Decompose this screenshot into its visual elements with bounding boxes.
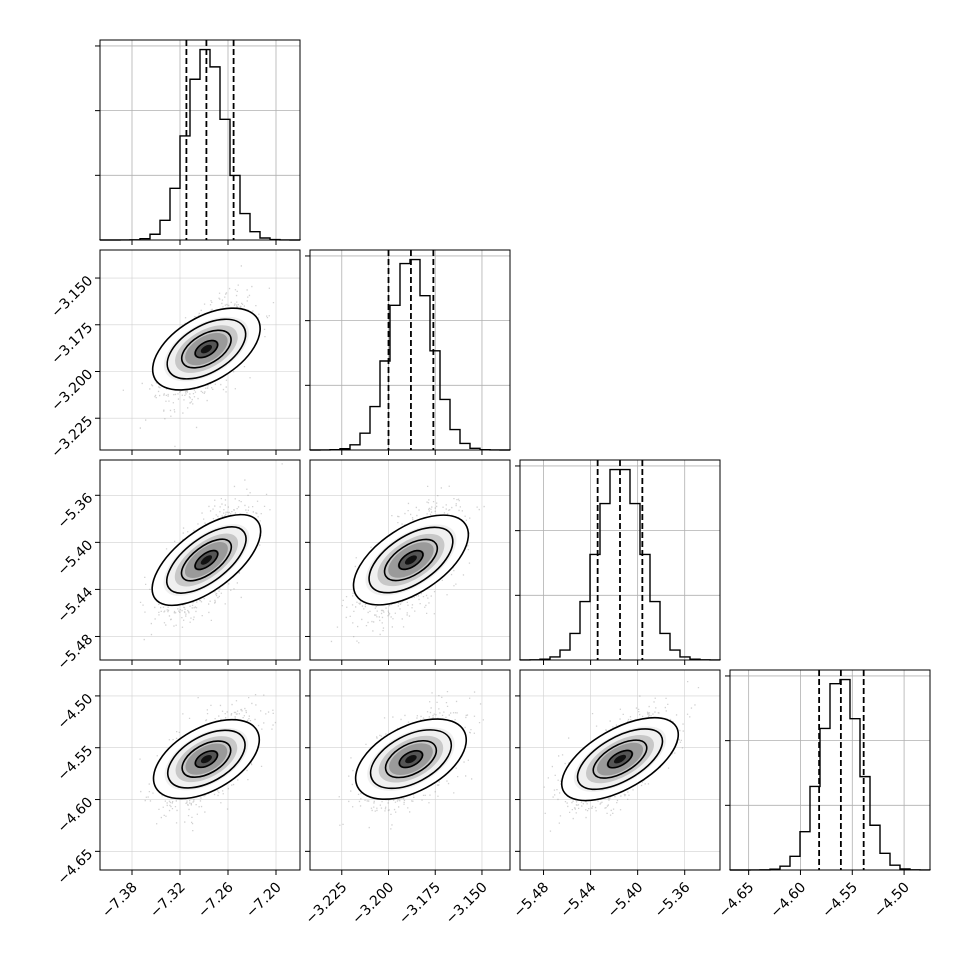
x-tick-label-2-1: −5.44: [558, 879, 600, 921]
x-tick-label-3-1: −4.60: [768, 879, 810, 921]
contour-1-0-2: [180, 329, 232, 369]
contour-3-2-0: [560, 716, 680, 802]
panel-frame-3-0: [99, 669, 301, 871]
x-tick-label-2-2: −5.40: [605, 879, 647, 921]
contour-1-0-1: [166, 318, 247, 380]
contour-3-1-3: [398, 749, 424, 769]
contour-2-0-0: [151, 513, 262, 607]
contour-1-0-3: [194, 339, 219, 359]
x-tick-label-0-0: −7.38: [99, 879, 141, 921]
histogram-1: [309, 258, 511, 451]
density-level-2-1-5: [404, 555, 417, 565]
density-level-3-0-5: [200, 755, 212, 764]
x-tick-label-2-3: −5.36: [652, 879, 694, 921]
x-tick-label-1-0: −3.225: [303, 879, 351, 927]
x-tick-label-2-0: −5.48: [511, 879, 553, 921]
contour-3-1-2: [384, 739, 438, 779]
contour-2-1-2: [383, 538, 439, 582]
y-tick-label-2-2: −5.40: [55, 537, 97, 579]
panel-3-2: [515, 669, 721, 875]
contour-2-1-3: [398, 549, 424, 571]
panel-2-0: [95, 459, 301, 665]
panel-3-0: [95, 669, 301, 875]
panel-content-3-1: [310, 670, 510, 870]
contour-3-0-1: [167, 729, 246, 789]
panel-frame-2-0: [99, 459, 301, 661]
panel-content-1-0: [100, 250, 300, 450]
x-tick-label-3-0: −4.65: [716, 879, 758, 921]
panel-1-0: [95, 249, 301, 455]
y-tick-label-3-2: −4.55: [55, 743, 97, 785]
panel-content-2-0: [100, 460, 300, 660]
panel-content-3-2: [520, 670, 720, 870]
y-tick-label-1-3: −3.150: [48, 273, 96, 321]
x-tick-label-0-2: −7.26: [195, 879, 237, 921]
panel-frame-1-0: [99, 249, 301, 451]
panel-2-1: [305, 459, 511, 665]
x-tick-label-0-3: −7.20: [243, 879, 285, 921]
histogram-3: [730, 678, 931, 871]
contour-3-0-2: [181, 740, 232, 779]
contour-2-1-1: [368, 526, 454, 594]
contour-2-0-2: [180, 538, 233, 582]
hist-frame-1: [309, 249, 511, 451]
x-tick-label-1-3: −3.150: [443, 879, 491, 927]
hist-frame-0: [99, 39, 301, 241]
x-tick-label-0-1: −7.32: [147, 879, 189, 921]
contour-1-0-0: [151, 307, 261, 391]
panel-frame-3-1: [309, 669, 511, 871]
y-tick-label-3-0: −4.65: [55, 846, 97, 888]
x-tick-label-3-2: −4.55: [819, 879, 861, 921]
density-level-3-1-5: [405, 754, 417, 764]
y-tick-label-2-1: −5.44: [55, 584, 97, 626]
panel-frame-2-1: [309, 459, 511, 661]
contour-3-2-2: [592, 739, 648, 779]
contour-3-1-0: [354, 718, 468, 801]
density-level-2-0-5: [200, 555, 213, 565]
contour-3-2-1: [576, 728, 664, 791]
contour-2-0-3: [194, 549, 219, 571]
density-level-3-2-5: [613, 754, 627, 764]
panel-content-2-1: [310, 460, 510, 660]
panel-frame-3-2: [519, 669, 721, 871]
x-tick-label-1-1: −3.200: [349, 879, 397, 927]
hist-frame-3: [729, 669, 931, 871]
contour-2-0-1: [166, 526, 247, 594]
contour-3-2-3: [607, 749, 633, 769]
x-tick-label-1-2: −3.175: [396, 879, 444, 927]
y-tick-label-2-0: −5.48: [55, 631, 97, 673]
y-tick-label-3-3: −4.50: [55, 691, 97, 733]
contour-3-1-1: [369, 729, 453, 790]
y-tick-label-3-1: −4.60: [55, 795, 97, 837]
contour-3-0-3: [194, 750, 219, 769]
panel-content-3-0: [100, 670, 300, 870]
density-level-1-0-5: [200, 344, 212, 354]
y-tick-label-1-0: −3.225: [48, 413, 96, 461]
x-tick-label-3-3: −4.50: [871, 879, 913, 921]
hist-frame-2: [519, 459, 721, 661]
histogram-0: [100, 48, 301, 241]
y-tick-label-1-1: −3.200: [48, 366, 96, 414]
panel-3-1: [305, 669, 511, 875]
contour-2-1-0: [352, 514, 470, 606]
y-tick-label-2-3: −5.36: [55, 490, 97, 532]
y-tick-label-1-2: −3.175: [48, 320, 96, 368]
contour-3-0-0: [152, 718, 261, 800]
